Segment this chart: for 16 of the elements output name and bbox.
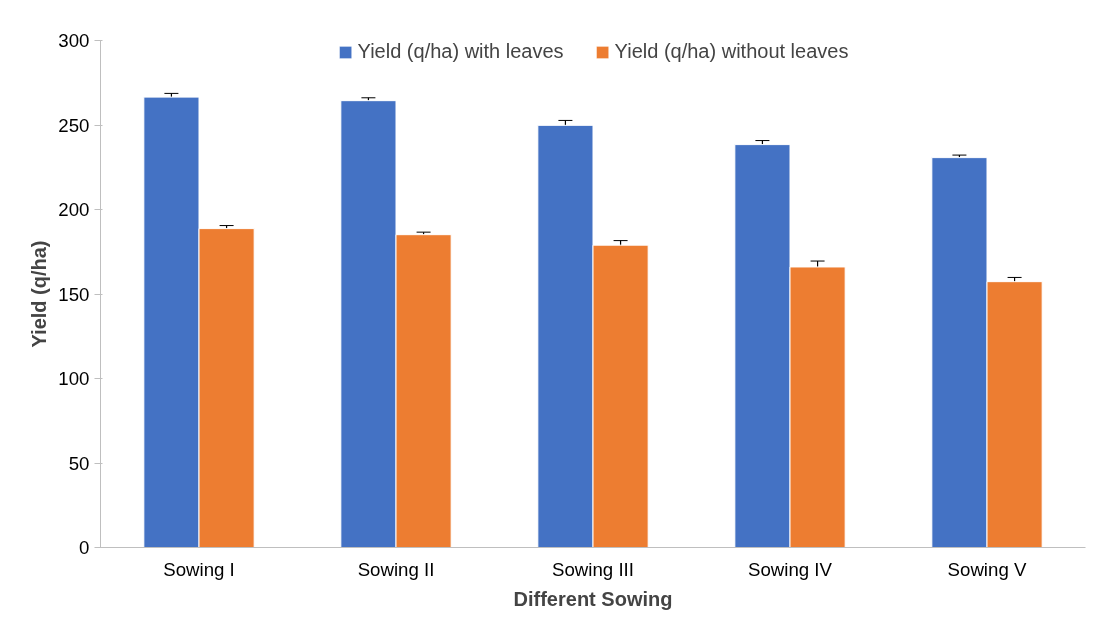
y-tick-label: 150 xyxy=(58,283,90,305)
x-tick-label: Sowing V xyxy=(947,558,1027,580)
x-tick-label: Sowing II xyxy=(357,558,435,580)
y-tick-label: 50 xyxy=(68,452,90,474)
x-tick-label: Sowing I xyxy=(163,558,235,580)
y-tick-label: 250 xyxy=(58,114,90,136)
legend-label: Yield (q/ha) without leaves xyxy=(614,40,849,63)
x-axis-title: Different Sowing xyxy=(513,587,673,610)
y-axis-title: Yield (q/ha) xyxy=(28,240,51,348)
y-tick-label: 300 xyxy=(58,30,90,51)
y-tick-label: 100 xyxy=(58,368,90,389)
y-tick-label: 0 xyxy=(79,537,90,558)
y-tick-label: 200 xyxy=(58,199,90,220)
legend-label: Yield (q/ha) with leaves xyxy=(357,40,564,63)
x-tick-label: Sowing IV xyxy=(748,558,833,580)
x-tick-label: Sowing III xyxy=(552,558,634,580)
